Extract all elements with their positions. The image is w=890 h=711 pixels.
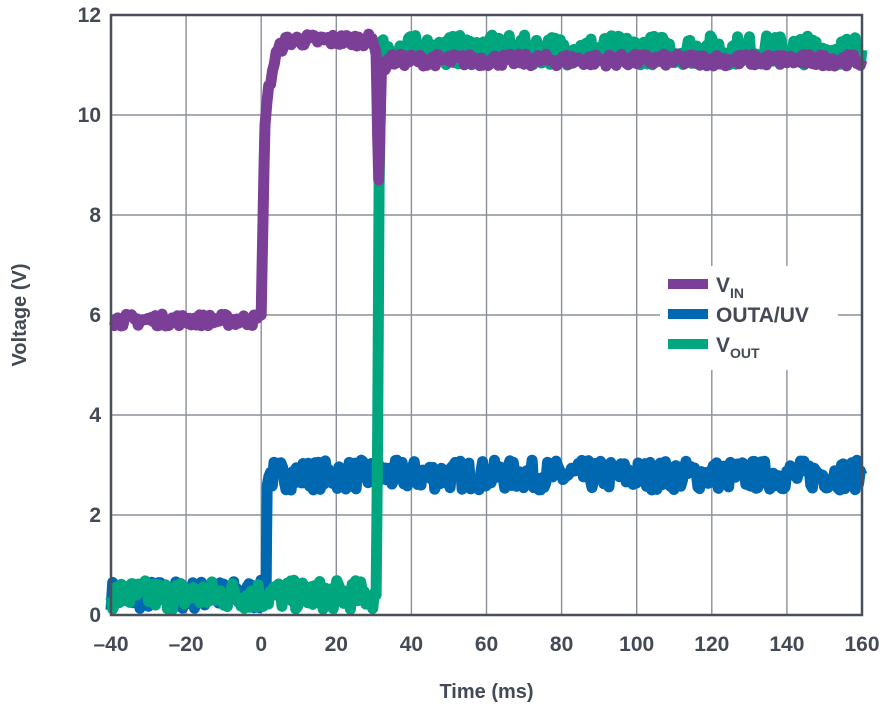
y-axis-title: Voltage (V) xyxy=(9,264,31,367)
x-axis-title: Time (ms) xyxy=(439,681,533,703)
plot-frame xyxy=(109,13,864,617)
x-tick-label: –40 xyxy=(93,633,128,656)
y-tick-label: 4 xyxy=(89,404,101,427)
series-line-vin xyxy=(107,28,868,332)
legend-label: VOUT xyxy=(716,334,760,361)
x-tick-label: 80 xyxy=(550,633,573,656)
series-traces xyxy=(105,28,868,615)
legend-label: OUTA/UV xyxy=(716,304,809,327)
y-tick-label: 2 xyxy=(89,504,101,527)
x-tick-label: 120 xyxy=(694,633,729,656)
x-tick-label: 160 xyxy=(844,633,879,656)
x-tick-label: –20 xyxy=(169,633,204,656)
y-tick-label: 10 xyxy=(78,104,101,127)
x-tick-label: 60 xyxy=(475,633,498,656)
x-tick-label: 140 xyxy=(769,633,804,656)
x-tick-label: 100 xyxy=(619,633,654,656)
x-tick-label: 40 xyxy=(400,633,423,656)
x-tick-labels: –40 –20 0 20 40 60 80 100 120 140 160 xyxy=(93,633,879,656)
x-tick-label: 20 xyxy=(325,633,348,656)
x-tick-label: 0 xyxy=(255,633,267,656)
y-tick-label: 0 xyxy=(89,604,101,627)
y-tick-label: 6 xyxy=(89,304,101,327)
y-tick-label: 12 xyxy=(78,4,101,27)
y-tick-label: 8 xyxy=(89,204,101,227)
y-tick-labels: 0 2 4 6 8 10 12 xyxy=(78,4,102,627)
